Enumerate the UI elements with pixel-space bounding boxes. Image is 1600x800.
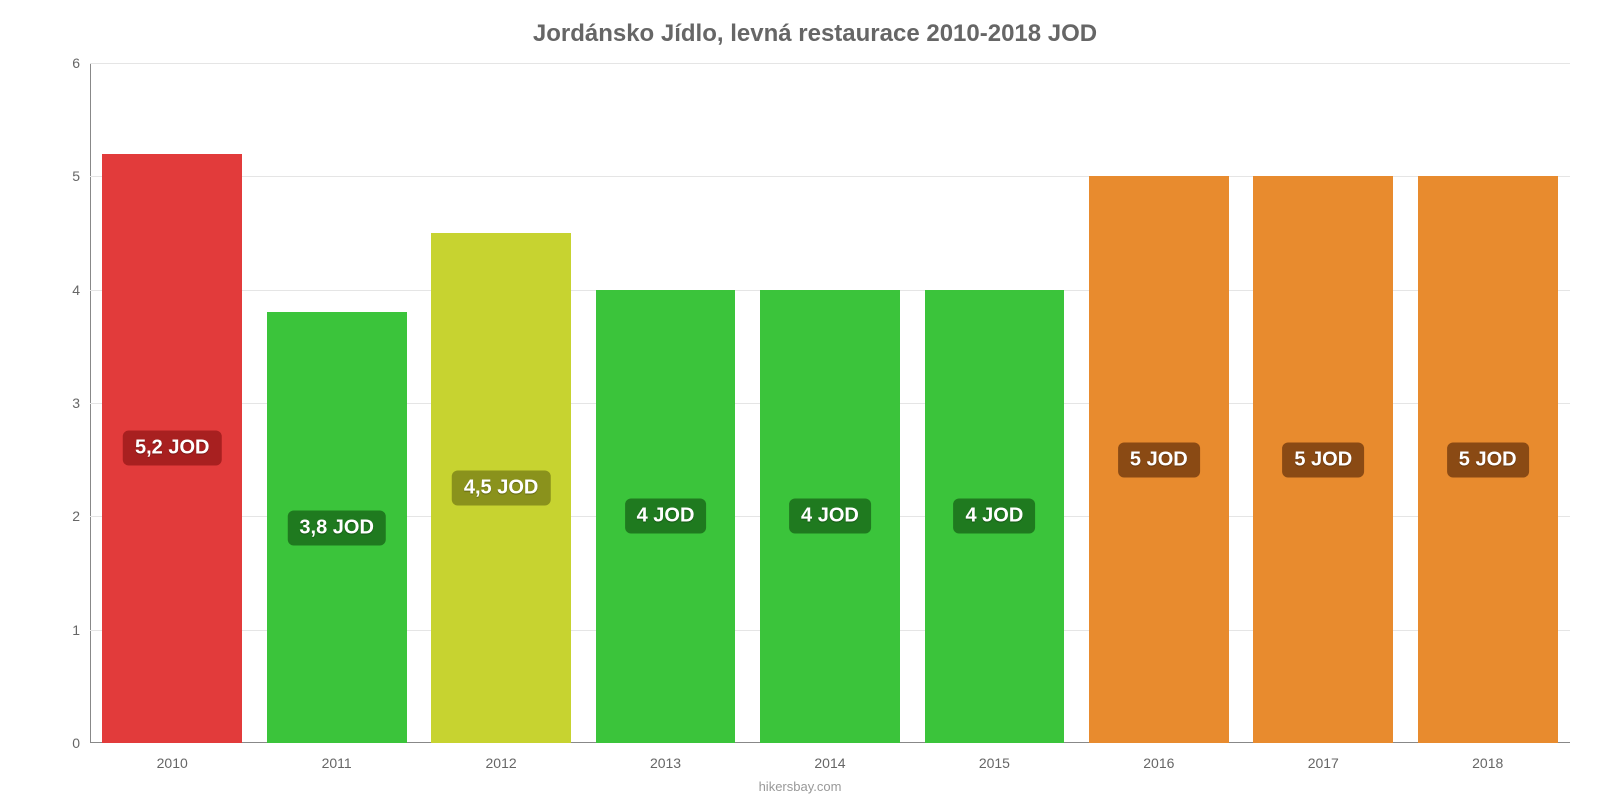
x-tick-label: 2015 [912, 755, 1076, 771]
chart-title: Jordánsko Jídlo, levná restaurace 2010-2… [60, 20, 1570, 48]
x-tick-label: 2014 [748, 755, 912, 771]
bar-slot: 5 JOD [1406, 63, 1570, 743]
bar-slot: 4 JOD [583, 63, 747, 743]
x-tick-label: 2016 [1077, 755, 1241, 771]
bar: 5 JOD [1418, 176, 1558, 743]
attribution-text: hikersbay.com [0, 779, 1600, 794]
y-axis: 0123456 [50, 63, 90, 743]
x-tick-label: 2018 [1406, 755, 1570, 771]
bar-slot: 4 JOD [912, 63, 1076, 743]
bar-value-label: 4 JOD [789, 499, 871, 534]
chart-container: Jordánsko Jídlo, levná restaurace 2010-2… [0, 0, 1600, 800]
y-tick-label: 5 [40, 168, 80, 184]
bar-value-label: 5 JOD [1447, 442, 1529, 477]
bar: 4 JOD [925, 290, 1065, 743]
bar: 5,2 JOD [102, 154, 242, 743]
x-tick-label: 2017 [1241, 755, 1405, 771]
bar-value-label: 5 JOD [1118, 442, 1200, 477]
x-tick-label: 2010 [90, 755, 254, 771]
bar: 5 JOD [1253, 176, 1393, 743]
x-tick-label: 2011 [254, 755, 418, 771]
bar-slot: 5,2 JOD [90, 63, 254, 743]
x-axis-labels: 201020112012201320142015201620172018 [90, 755, 1570, 771]
bar: 4 JOD [760, 290, 900, 743]
x-tick-label: 2013 [583, 755, 747, 771]
bars-group: 5,2 JOD 3,8 JOD 4,5 JOD 4 JOD 4 JOD 4 JOD 5 JO… [90, 63, 1570, 743]
bar-slot: 4,5 JOD [419, 63, 583, 743]
bar-slot: 5 JOD [1241, 63, 1405, 743]
y-tick-label: 4 [40, 282, 80, 298]
bar: 4,5 JOD [431, 233, 571, 743]
y-tick-label: 6 [40, 55, 80, 71]
y-tick-label: 0 [40, 735, 80, 751]
bar-value-label: 5 JOD [1282, 442, 1364, 477]
y-tick-label: 2 [40, 508, 80, 524]
bar-value-label: 4 JOD [953, 499, 1035, 534]
y-tick-label: 3 [40, 395, 80, 411]
bar: 4 JOD [596, 290, 736, 743]
plot-area: 0123456 5,2 JOD3,8 JOD4,5 JOD4 JOD4 JOD4… [60, 63, 1570, 743]
bar-value-label: 5,2 JOD [123, 431, 221, 466]
x-tick-label: 2012 [419, 755, 583, 771]
bar-slot: 5 JOD [1077, 63, 1241, 743]
bar-value-label: 3,8 JOD [287, 510, 385, 545]
bar-slot: 3,8 JOD [254, 63, 418, 743]
bar-value-label: 4,5 JOD [452, 471, 550, 506]
bar: 3,8 JOD [267, 312, 407, 743]
bar-value-label: 4 JOD [625, 499, 707, 534]
bar-slot: 4 JOD [748, 63, 912, 743]
y-tick-label: 1 [40, 622, 80, 638]
bar: 5 JOD [1089, 176, 1229, 743]
